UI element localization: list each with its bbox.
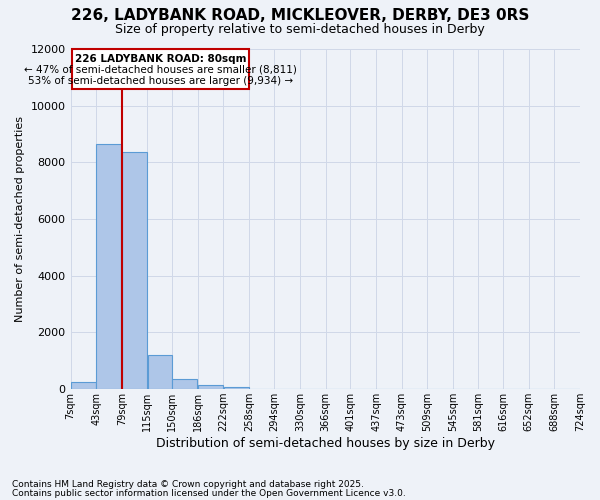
Text: Size of property relative to semi-detached houses in Derby: Size of property relative to semi-detach…	[115, 22, 485, 36]
Text: 226 LADYBANK ROAD: 80sqm: 226 LADYBANK ROAD: 80sqm	[74, 54, 246, 64]
Y-axis label: Number of semi-detached properties: Number of semi-detached properties	[15, 116, 25, 322]
Bar	[172, 379, 197, 389]
Bar	[71, 382, 96, 389]
Text: Contains public sector information licensed under the Open Government Licence v3: Contains public sector information licen…	[12, 488, 406, 498]
Text: 226, LADYBANK ROAD, MICKLEOVER, DERBY, DE3 0RS: 226, LADYBANK ROAD, MICKLEOVER, DERBY, D…	[71, 8, 529, 22]
Text: 53% of semi-detached houses are larger (9,934) →: 53% of semi-detached houses are larger (…	[28, 76, 293, 86]
Bar	[97, 144, 121, 389]
FancyBboxPatch shape	[72, 49, 249, 88]
Bar	[224, 388, 248, 389]
Text: Contains HM Land Registry data © Crown copyright and database right 2025.: Contains HM Land Registry data © Crown c…	[12, 480, 364, 489]
Bar	[198, 386, 223, 389]
X-axis label: Distribution of semi-detached houses by size in Derby: Distribution of semi-detached houses by …	[156, 437, 495, 450]
Bar	[148, 355, 172, 389]
Bar	[122, 152, 147, 389]
Text: ← 47% of semi-detached houses are smaller (8,811): ← 47% of semi-detached houses are smalle…	[24, 65, 297, 75]
